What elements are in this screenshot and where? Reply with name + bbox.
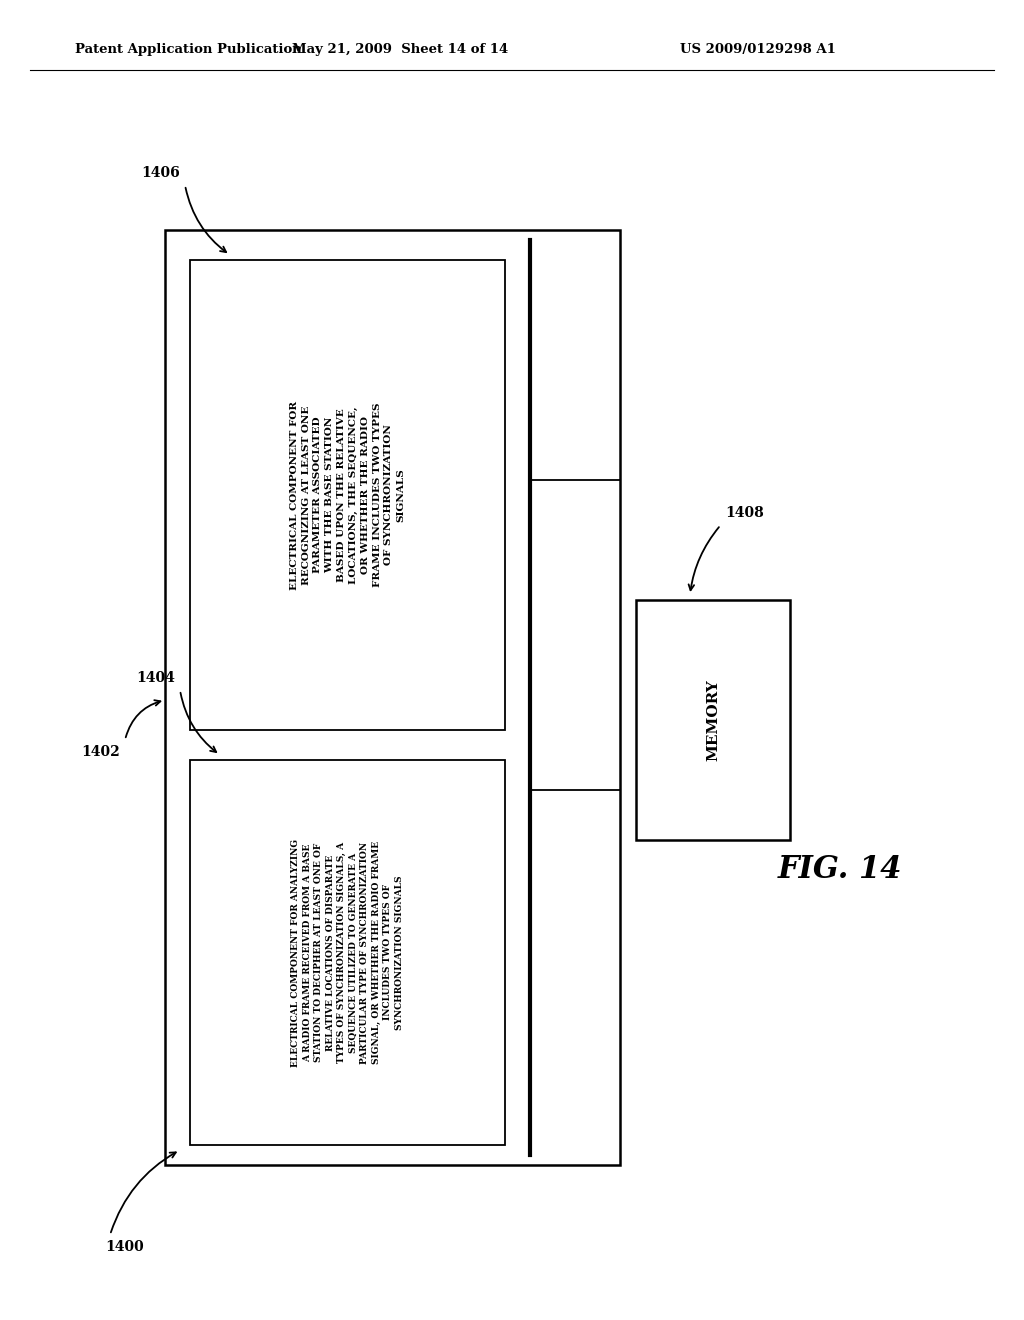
Text: MEMORY: MEMORY [706, 678, 720, 760]
Text: ELECTRICAL COMPONENT FOR ANALYZING
A RADIO FRAME RECEIVED FROM A BASE
STATION TO: ELECTRICAL COMPONENT FOR ANALYZING A RAD… [292, 838, 403, 1067]
Text: FIG. 14: FIG. 14 [778, 854, 902, 886]
Text: 1408: 1408 [725, 506, 764, 520]
Bar [190, 260, 505, 730]
Bar [165, 230, 620, 1166]
Text: 1400: 1400 [105, 1239, 143, 1254]
Text: Patent Application Publication: Patent Application Publication [75, 44, 302, 57]
Text: May 21, 2009  Sheet 14 of 14: May 21, 2009 Sheet 14 of 14 [292, 44, 508, 57]
Text: US 2009/0129298 A1: US 2009/0129298 A1 [680, 44, 836, 57]
Text: 1404: 1404 [136, 671, 175, 685]
Text: ELECTRICAL COMPONENT FOR
RECOGNIZING AT LEAST ONE
PARAMETER ASSOCIATED
WITH THE : ELECTRICAL COMPONENT FOR RECOGNIZING AT … [290, 400, 406, 590]
Bar [190, 760, 505, 1144]
Bar [636, 601, 790, 840]
Text: 1406: 1406 [141, 166, 180, 180]
Text: 1402: 1402 [81, 744, 120, 759]
